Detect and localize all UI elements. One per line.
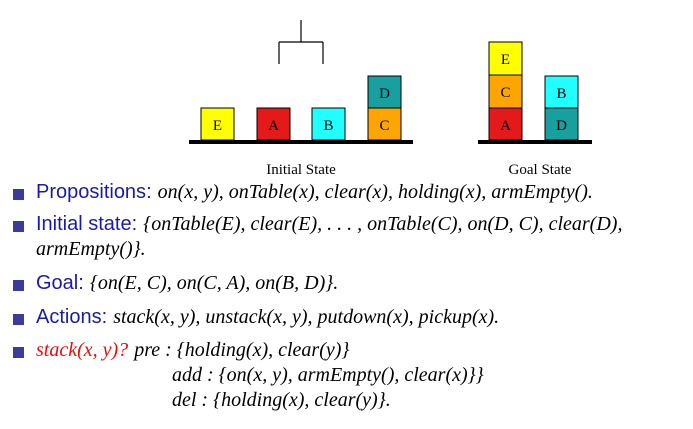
bullet-square-icon bbox=[13, 347, 24, 358]
initial-block-a: A bbox=[256, 107, 291, 141]
gripper-icon bbox=[278, 20, 324, 64]
stack-del: del : {holding(x), clear(y)}. bbox=[172, 389, 391, 411]
initial-state-caption: Initial State bbox=[266, 162, 336, 178]
bullet-square-icon bbox=[13, 280, 24, 291]
goal-label: Goal bbox=[36, 272, 79, 294]
goal-block-a: A bbox=[488, 107, 523, 141]
svg-text:C: C bbox=[500, 85, 510, 101]
initial-block-b: B bbox=[311, 107, 346, 141]
svg-text:D: D bbox=[379, 86, 390, 102]
svg-text:C: C bbox=[379, 118, 389, 134]
bullet-square-icon bbox=[13, 221, 24, 232]
goal-state-caption: Goal State bbox=[509, 162, 572, 178]
initial-table bbox=[189, 140, 413, 144]
stack-action-item: stack(x, y)? pre : {holding(x), clear(y)… bbox=[10, 338, 690, 413]
stack-action-head: stack(x, y)? bbox=[36, 339, 129, 361]
initial-state-line2: armEmpty()}. bbox=[36, 238, 146, 260]
svg-text:A: A bbox=[500, 118, 511, 134]
bullet-square-icon bbox=[13, 189, 24, 200]
initial-state-label: Initial state bbox=[36, 213, 132, 235]
goal-table bbox=[478, 140, 592, 144]
initial-state-line1: {onTable(E), clear(E), . . . , onTable(C… bbox=[143, 213, 623, 235]
svg-text:E: E bbox=[501, 52, 510, 68]
actions-text: stack(x, y), unstack(x, y), putdown(x), … bbox=[113, 306, 500, 328]
propositions-label: Propositions bbox=[36, 181, 147, 203]
initial-block-c: C bbox=[367, 107, 402, 141]
goal-block-c: C bbox=[488, 74, 523, 109]
initial-block-e: E bbox=[200, 107, 235, 141]
goal-block-b: B bbox=[544, 75, 579, 109]
bullet-list: Propositions: on(x, y), onTable(x), clea… bbox=[10, 180, 690, 413]
bullet-square-icon bbox=[13, 314, 24, 325]
blocks-world-diagram: E A B D C E C A B D Initial State Goal S… bbox=[189, 20, 592, 178]
svg-text:B: B bbox=[323, 118, 333, 134]
stack-pre: pre : {holding(x), clear(y)} bbox=[134, 339, 350, 361]
svg-text:E: E bbox=[213, 118, 222, 134]
actions-label: Actions bbox=[36, 306, 102, 328]
propositions-item: Propositions: on(x, y), onTable(x), clea… bbox=[10, 180, 690, 205]
svg-text:B: B bbox=[556, 86, 566, 102]
svg-text:A: A bbox=[268, 118, 279, 134]
propositions-text: on(x, y), onTable(x), clear(x), holding(… bbox=[157, 181, 593, 203]
svg-text:D: D bbox=[556, 118, 567, 134]
goal-block-d: D bbox=[544, 107, 579, 141]
goal-item: Goal: {on(E, C), on(C, A), on(B, D)}. bbox=[10, 271, 690, 296]
initial-state-item: Initial state: {onTable(E), clear(E), . … bbox=[10, 212, 690, 262]
stack-add: add : {on(x, y), armEmpty(), clear(x)}} bbox=[172, 364, 484, 386]
initial-block-d: D bbox=[367, 75, 402, 109]
actions-item: Actions: stack(x, y), unstack(x, y), put… bbox=[10, 305, 690, 330]
goal-block-e: E bbox=[488, 41, 523, 76]
goal-text: {on(E, C), on(C, A), on(B, D)}. bbox=[89, 272, 339, 294]
